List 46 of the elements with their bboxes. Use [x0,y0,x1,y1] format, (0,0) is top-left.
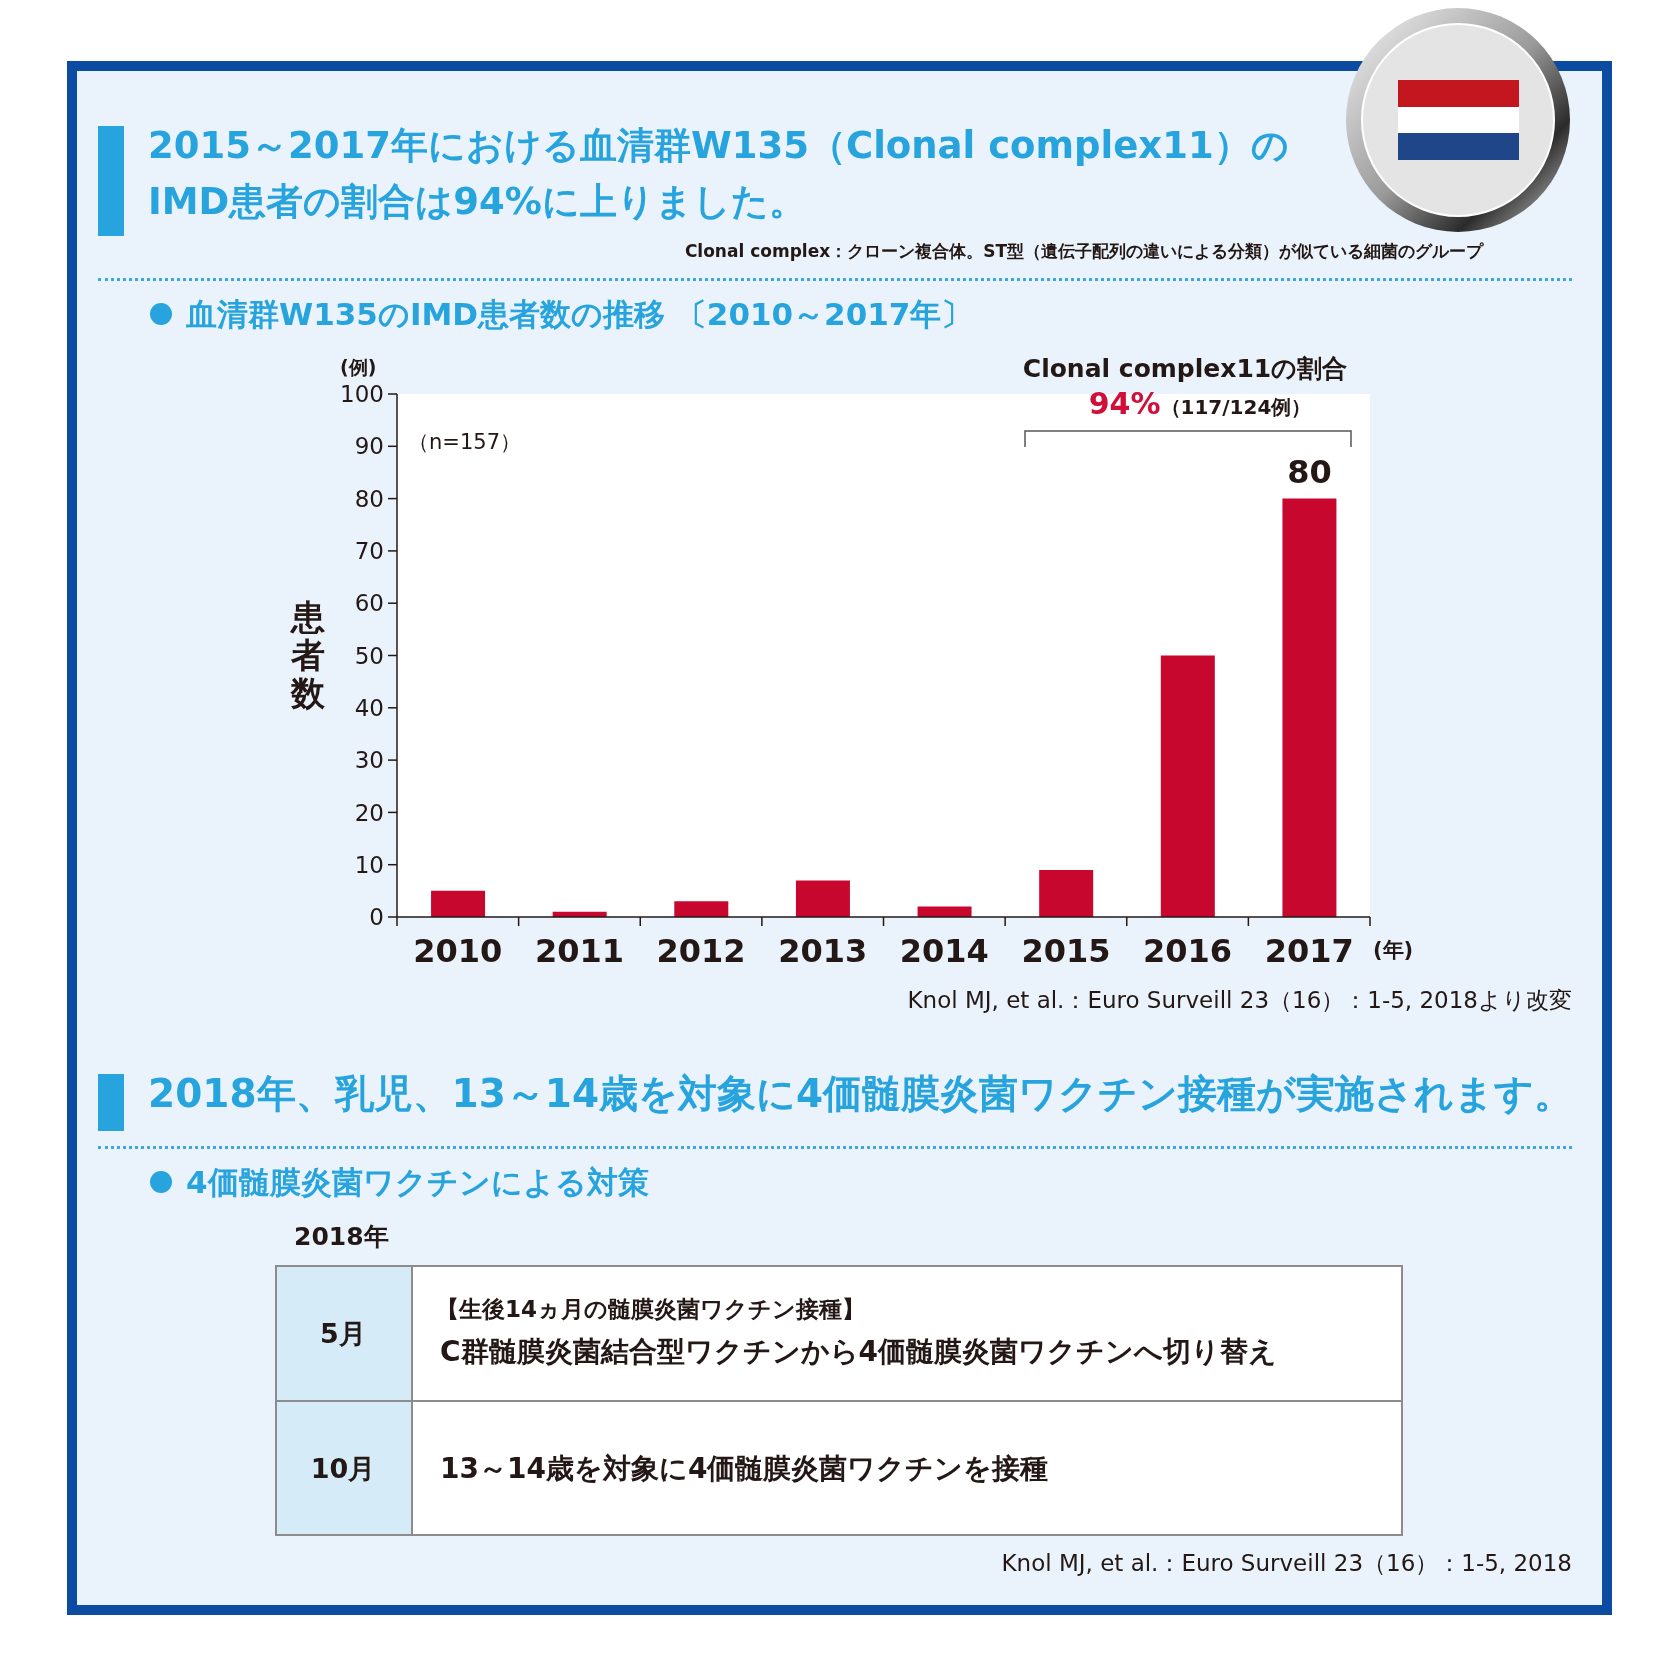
x-tick-label: 2010 [413,932,503,970]
text: 4価髄膜炎菌ワクチンによる対策 [186,1163,649,1202]
y-tick-label: 0 [369,904,384,931]
text: 5月 [319,1317,367,1351]
text: C群髄膜炎菌結合型ワクチンから4価髄膜炎菌ワクチンへ切り替え [440,1334,1278,1370]
text: 【生後14ヵ月の髄膜炎菌ワクチン接種】 [436,1295,866,1324]
text: Clonal complex：クローン複合体。ST型（遺伝子配列の違いによる分類）が似ている細菌のグループ [684,240,1483,263]
x-tick-label: 2014 [899,932,989,970]
y-tick-label: 20 [354,799,384,826]
x-tick-label: 2012 [656,932,746,970]
chart-subtitle: 血清群W135のIMD患者数の推移 〔2010～2017年〕 [186,295,973,334]
bar [795,880,850,917]
text: Clonal complex11の割合 [1021,353,1349,385]
bar [431,890,486,917]
text: 2018年 [294,1221,389,1253]
x-tick-label: 2011 [534,932,624,970]
text: (例) [340,355,377,380]
bar [1282,498,1337,917]
y-tick-label: 80 [354,485,384,512]
text: 10月 [309,1452,377,1486]
y-tick-label: 40 [354,694,384,721]
x-tick-label: 2016 [1143,932,1233,970]
y-tick-label: 60 [354,590,384,617]
x-tick-label: 2013 [778,932,868,970]
y-tick-label: 50 [354,642,384,669]
annotation: （117/124例） [1160,395,1312,419]
x-tick-label: 2017 [1264,932,1354,970]
annotation: （n=157） [408,429,521,456]
text: Knol MJ, et al.：Euro Surveill 23（16）：1-5, 2018 [1001,1549,1572,1578]
chart-title: 2015～2017年における血清群W135（Clonal complex11）のIMD患者の割合は94%に上りました。 [148,123,1290,225]
bar [1160,655,1215,917]
x-axis-title: (年) [1373,937,1414,964]
text: 13～14歳を対象に4価髄膜炎菌ワクチンを接種 [440,1451,1049,1487]
x-tick-label: 2015 [1021,932,1111,970]
y-tick-label: 70 [354,538,384,565]
y-tick-label: 100 [340,381,384,408]
y-tick-label: 90 [354,433,384,460]
bar [1039,869,1094,917]
bar [674,901,729,917]
y-tick-label: 10 [354,851,384,878]
data-label: 80 [1287,452,1332,491]
y-tick-label: 30 [354,747,384,774]
text: 2018年、乳児、13～14歳を対象に4価髄膜炎菌ワクチン接種が実施されます。 [148,1070,1574,1118]
y-axis-title: 患者数 [290,597,326,713]
annotation: 94% [1088,386,1161,421]
text: Knol MJ, et al.：Euro Surveill 23（16）：1-5, 2018より改変 [907,986,1572,1015]
